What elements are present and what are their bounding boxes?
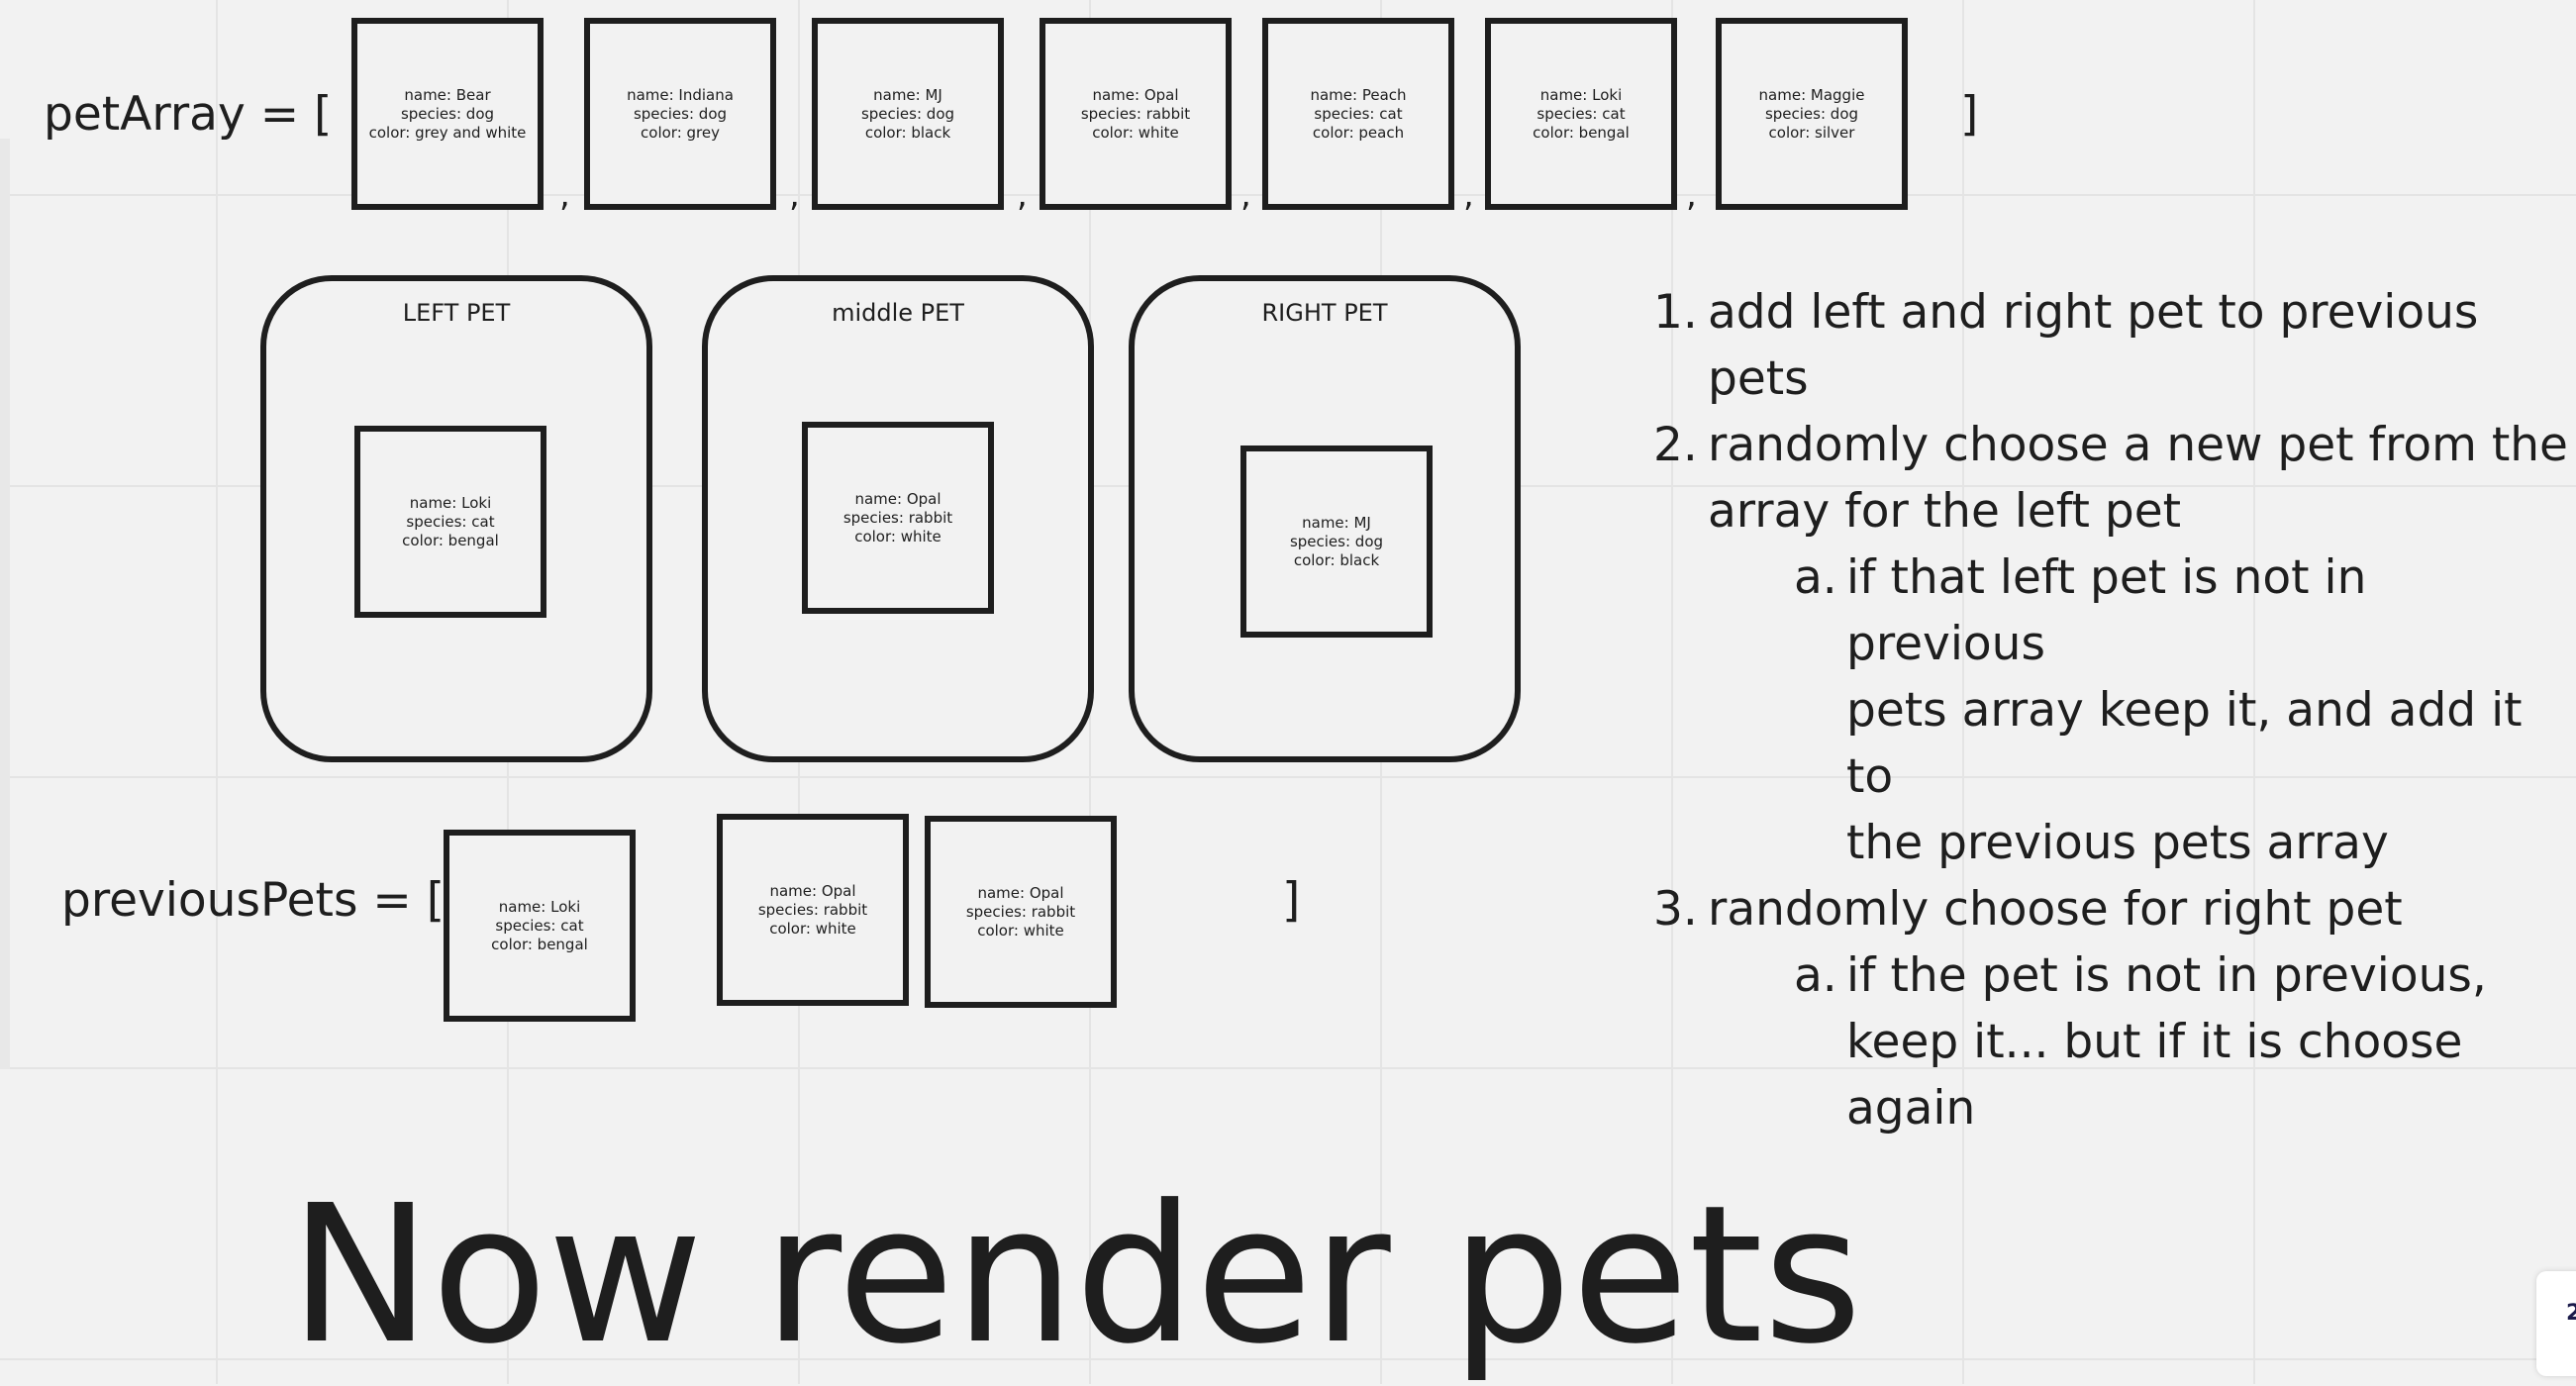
grid-line bbox=[0, 776, 2576, 778]
pet-species: species: cat bbox=[1314, 104, 1403, 123]
algorithm-steps: 1. add left and right pet to previous pe… bbox=[1643, 279, 2576, 1141]
previous-pet-card[interactable]: name: Opal species: rabbit color: white bbox=[717, 814, 909, 1006]
pet-name: name: Opal bbox=[854, 489, 941, 508]
pet-color: color: peach bbox=[1312, 123, 1405, 142]
previous-pet-card[interactable]: name: Opal species: rabbit color: white bbox=[925, 816, 1117, 1008]
array-comma: , bbox=[1240, 175, 1251, 215]
pet-species: species: cat bbox=[406, 512, 495, 531]
array-comma: , bbox=[1463, 175, 1474, 215]
step-marker: 3. bbox=[1653, 882, 1698, 937]
pet-species: species: dog bbox=[1764, 104, 1859, 123]
pet-color: color: black bbox=[1293, 550, 1380, 569]
step-marker: a. bbox=[1794, 948, 1837, 1003]
step-text-line: if the pet is not in previous, bbox=[1846, 948, 2487, 1003]
grid-line bbox=[2253, 0, 2255, 1384]
right-pet-card[interactable]: name: MJ species: dog color: black bbox=[1240, 446, 1433, 638]
pet-card-peach[interactable]: name: Peach species: cat color: peach bbox=[1262, 18, 1454, 210]
step-text-line: if that left pet is not in previous bbox=[1846, 550, 2367, 671]
previous-pet-card[interactable]: name: Loki species: cat color: bengal bbox=[444, 830, 636, 1022]
pet-color: color: white bbox=[1092, 123, 1179, 142]
grid-line bbox=[1671, 0, 1673, 1384]
grid-line bbox=[216, 0, 218, 1384]
pet-color: color: white bbox=[769, 919, 856, 938]
pet-species: species: dog bbox=[1289, 532, 1384, 550]
pet-species: species: cat bbox=[495, 916, 584, 935]
pet-card-loki[interactable]: name: Loki species: cat color: bengal bbox=[1485, 18, 1677, 210]
pet-name: name: Loki bbox=[409, 493, 492, 512]
pet-species: species: dog bbox=[860, 104, 955, 123]
render-heading: Now render pets bbox=[289, 1165, 1862, 1386]
grid-line bbox=[0, 1358, 2576, 1360]
pet-name: name: Indiana bbox=[627, 85, 734, 104]
step-text-line: keep it... but if it is choose bbox=[1846, 1015, 2463, 1069]
pet-card-maggie[interactable]: name: Maggie species: dog color: silver bbox=[1716, 18, 1908, 210]
step-2: 2. randomly choose a new pet from the ar… bbox=[1643, 412, 2576, 544]
previous-pets-close-bracket: ] bbox=[1282, 873, 1301, 928]
step-text-line: array for the left pet bbox=[1708, 484, 2182, 539]
step-text-line: pets array keep it, and add it to bbox=[1846, 683, 2523, 804]
pet-color: color: silver bbox=[1768, 123, 1855, 142]
step-3a: a. if the pet is not in previous, keep i… bbox=[1643, 942, 2576, 1141]
slot-title: RIGHT PET bbox=[1261, 299, 1388, 327]
pet-species: species: rabbit bbox=[965, 902, 1076, 921]
pet-name: name: MJ bbox=[1302, 513, 1371, 532]
pet-color: color: white bbox=[977, 921, 1064, 940]
pet-card-mj[interactable]: name: MJ species: dog color: black bbox=[812, 18, 1004, 210]
middle-pet-card[interactable]: name: Opal species: rabbit color: white bbox=[802, 422, 994, 614]
left-pet-card[interactable]: name: Loki species: cat color: bengal bbox=[354, 426, 546, 618]
pet-name: name: Loki bbox=[498, 897, 581, 916]
pet-name: name: Maggie bbox=[1758, 85, 1865, 104]
pet-color: color: grey and white bbox=[368, 123, 527, 142]
array-comma: , bbox=[559, 175, 570, 215]
step-marker: 1. bbox=[1653, 285, 1698, 340]
array-comma: , bbox=[1017, 175, 1028, 215]
step-text-line: the previous pets array bbox=[1846, 816, 2389, 870]
array-comma: , bbox=[789, 175, 800, 215]
step-text-line: again bbox=[1846, 1081, 1976, 1136]
pet-color: color: bengal bbox=[491, 935, 588, 953]
step-text-line: randomly choose a new pet from the bbox=[1708, 418, 2568, 472]
pet-color: color: black bbox=[864, 123, 951, 142]
grid-line bbox=[0, 1067, 2576, 1069]
pet-array-close-bracket: ] bbox=[1960, 87, 1979, 142]
pet-species: species: cat bbox=[1536, 104, 1626, 123]
grid-line bbox=[1962, 0, 1964, 1384]
pet-color: color: bengal bbox=[402, 531, 499, 549]
pet-name: name: Opal bbox=[769, 881, 856, 900]
pet-color: color: white bbox=[854, 527, 941, 545]
step-text: randomly choose for right pet bbox=[1708, 882, 2403, 937]
pet-species: species: dog bbox=[633, 104, 728, 123]
zoom-badge[interactable]: 2 bbox=[2536, 1271, 2576, 1376]
pet-name: name: MJ bbox=[873, 85, 942, 104]
pet-name: name: Opal bbox=[1092, 85, 1179, 104]
step-3: 3. randomly choose for right pet bbox=[1643, 876, 2576, 942]
pet-color: color: bengal bbox=[1533, 123, 1630, 142]
pet-card-bear[interactable]: name: Bear species: dog color: grey and … bbox=[351, 18, 544, 210]
step-1: 1. add left and right pet to previous pe… bbox=[1643, 279, 2576, 412]
pet-species: species: rabbit bbox=[1080, 104, 1191, 123]
canvas-edge bbox=[0, 139, 10, 1069]
step-marker: a. bbox=[1794, 550, 1837, 605]
pet-name: name: Peach bbox=[1310, 85, 1407, 104]
pet-name: name: Bear bbox=[404, 85, 491, 104]
pet-species: species: rabbit bbox=[757, 900, 868, 919]
pet-name: name: Loki bbox=[1539, 85, 1623, 104]
pet-species: species: dog bbox=[400, 104, 495, 123]
pet-color: color: grey bbox=[641, 123, 720, 142]
step-marker: 2. bbox=[1653, 418, 1698, 472]
step-2a: a. if that left pet is not in previous p… bbox=[1643, 544, 2576, 876]
step-text: add left and right pet to previous pets bbox=[1708, 285, 2479, 406]
previous-pets-label: previousPets = [ bbox=[61, 873, 446, 928]
pet-array-label: petArray = [ bbox=[44, 87, 333, 142]
pet-species: species: rabbit bbox=[842, 508, 953, 527]
pet-name: name: Opal bbox=[977, 883, 1064, 902]
slot-title: middle PET bbox=[832, 299, 964, 327]
array-comma: , bbox=[1686, 175, 1697, 215]
pet-card-opal[interactable]: name: Opal species: rabbit color: white bbox=[1040, 18, 1232, 210]
pet-card-indiana[interactable]: name: Indiana species: dog color: grey bbox=[584, 18, 776, 210]
slot-title: LEFT PET bbox=[402, 299, 511, 327]
